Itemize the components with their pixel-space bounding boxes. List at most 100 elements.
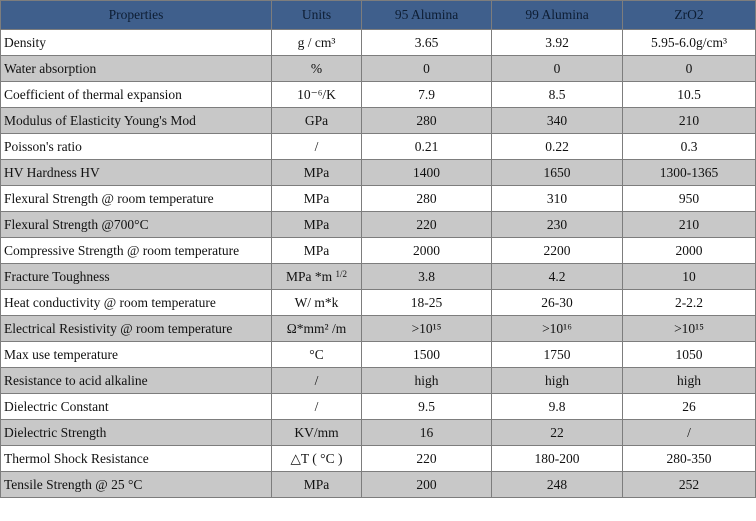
table-body: Density g / cm³ 3.65 3.92 5.95-6.0g/cm³ Water…	[0, 29, 756, 498]
value-99-alumina: 8.5	[491, 81, 623, 108]
value-zro2: 2-2.2	[622, 289, 756, 316]
unit-cell: %	[271, 55, 362, 82]
table-row: Fracture Toughness MPa *m 1/2 3.8 4.2 10	[0, 263, 756, 290]
value-99-alumina: 180-200	[491, 445, 623, 472]
value-99-alumina: 248	[491, 471, 623, 498]
property-cell: Water absorption	[0, 55, 272, 82]
value-95-alumina: 3.8	[361, 263, 492, 290]
unit-cell: Ω*mm² /m	[271, 315, 362, 342]
value-zro2: 5.95-6.0g/cm³	[622, 29, 756, 56]
value-zro2: 0	[622, 55, 756, 82]
value-99-alumina: 4.2	[491, 263, 623, 290]
table-row: Max use temperature °C 1500 1750 1050	[0, 341, 756, 368]
property-cell: Thermol Shock Resistance	[0, 445, 272, 472]
value-99-alumina: 1750	[491, 341, 623, 368]
table-row: Water absorption% 0 0 0	[0, 55, 756, 82]
value-zro2: 0.3	[622, 133, 756, 160]
unit-cell: MPa *m 1/2	[271, 263, 362, 290]
unit-cell: KV/mm	[271, 419, 362, 446]
value-99-alumina: 340	[491, 107, 623, 134]
value-95-alumina: >10¹⁵	[361, 315, 492, 342]
table-row: Modulus of Elasticity Young's Mod GPa 280 3…	[0, 107, 756, 134]
value-zro2: 252	[622, 471, 756, 498]
table-row: Thermol Shock Resistance △T ( °C ) 220 180-…	[0, 445, 756, 472]
value-95-alumina: 3.65	[361, 29, 492, 56]
value-95-alumina: 7.9	[361, 81, 492, 108]
value-zro2: /	[622, 419, 756, 446]
value-95-alumina: 0	[361, 55, 492, 82]
header-99-alumina: 99 Alumina	[491, 0, 623, 30]
value-95-alumina: 200	[361, 471, 492, 498]
property-cell: Dielectric Constant	[0, 393, 272, 420]
value-95-alumina: 220	[361, 211, 492, 238]
property-cell: HV Hardness HV	[0, 159, 272, 186]
value-99-alumina: high	[491, 367, 623, 394]
property-cell: Fracture Toughness	[0, 263, 272, 290]
property-cell: Flexural Strength @ room temperature	[0, 185, 272, 212]
table-header: Properties Units 95 Alumina 99 Alumina Z…	[0, 0, 756, 30]
value-95-alumina: high	[361, 367, 492, 394]
value-zro2: 1050	[622, 341, 756, 368]
table-row: Density g / cm³ 3.65 3.92 5.95-6.0g/cm³	[0, 29, 756, 56]
value-zro2: 10	[622, 263, 756, 290]
property-cell: Poisson's ratio	[0, 133, 272, 160]
header-units: Units	[271, 0, 362, 30]
property-cell: Resistance to acid alkaline	[0, 367, 272, 394]
property-cell: Modulus of Elasticity Young's Mod	[0, 107, 272, 134]
value-95-alumina: 2000	[361, 237, 492, 264]
value-95-alumina: 1400	[361, 159, 492, 186]
property-cell: Compressive Strength @ room temperature	[0, 237, 272, 264]
table-row: Dielectric Strength KV/mm 16 22/	[0, 419, 756, 446]
value-99-alumina: 26-30	[491, 289, 623, 316]
table-row: Compressive Strength @ room temperature M…	[0, 237, 756, 264]
value-99-alumina: 2200	[491, 237, 623, 264]
table-row: Electrical Resistivity @ room temperatur…	[0, 315, 756, 342]
value-zro2: 10.5	[622, 81, 756, 108]
value-95-alumina: 0.21	[361, 133, 492, 160]
value-zro2: 210	[622, 107, 756, 134]
property-cell: Heat conductivity @ room temperature	[0, 289, 272, 316]
value-zro2: high	[622, 367, 756, 394]
property-cell: Flexural Strength @700°C	[0, 211, 272, 238]
unit-cell: MPa	[271, 211, 362, 238]
value-95-alumina: 280	[361, 107, 492, 134]
value-99-alumina: 310	[491, 185, 623, 212]
property-cell: Dielectric Strength	[0, 419, 272, 446]
value-zro2: 280-350	[622, 445, 756, 472]
unit-cell: △T ( °C )	[271, 445, 362, 472]
property-cell: Max use temperature	[0, 341, 272, 368]
table-row: Flexural Strength @700°C MPa 220 230 210	[0, 211, 756, 238]
table-row: HV Hardness HV MPa 1400 1650 1300-1365	[0, 159, 756, 186]
unit-cell: g / cm³	[271, 29, 362, 56]
table-row: Dielectric Constant/9.5 9.8 26	[0, 393, 756, 420]
value-95-alumina: 9.5	[361, 393, 492, 420]
table-row: Resistance to acid alkaline / high high high	[0, 367, 756, 394]
unit-cell: °C	[271, 341, 362, 368]
table-row: Tensile Strength @ 25 °C MPa 200 248 252	[0, 471, 756, 498]
value-99-alumina: 22	[491, 419, 623, 446]
unit-cell: MPa	[271, 185, 362, 212]
unit-cell: GPa	[271, 107, 362, 134]
value-zro2: 2000	[622, 237, 756, 264]
value-95-alumina: 16	[361, 419, 492, 446]
properties-table: Properties Units 95 Alumina 99 Alumina Z…	[0, 0, 756, 498]
header-95-alumina: 95 Alumina	[361, 0, 492, 30]
value-99-alumina: 9.8	[491, 393, 623, 420]
table-row: Poisson's ratio/0.21 0.22 0.3	[0, 133, 756, 160]
property-cell: Coefficient of thermal expansion	[0, 81, 272, 108]
value-95-alumina: 220	[361, 445, 492, 472]
unit-cell: 10⁻⁶/K	[271, 81, 362, 108]
header-zro2: ZrO2	[622, 0, 756, 30]
unit-cell: MPa	[271, 159, 362, 186]
value-95-alumina: 18-25	[361, 289, 492, 316]
unit-cell: /	[271, 393, 362, 420]
header-row: Properties Units 95 Alumina 99 Alumina Z…	[0, 0, 756, 30]
header-properties: Properties	[0, 0, 272, 30]
property-cell: Density	[0, 29, 272, 56]
value-zro2: 950	[622, 185, 756, 212]
value-99-alumina: >10¹⁶	[491, 315, 623, 342]
unit-cell: /	[271, 367, 362, 394]
table-row: Heat conductivity @ room temperature W/ m…	[0, 289, 756, 316]
unit-cell: /	[271, 133, 362, 160]
value-99-alumina: 1650	[491, 159, 623, 186]
